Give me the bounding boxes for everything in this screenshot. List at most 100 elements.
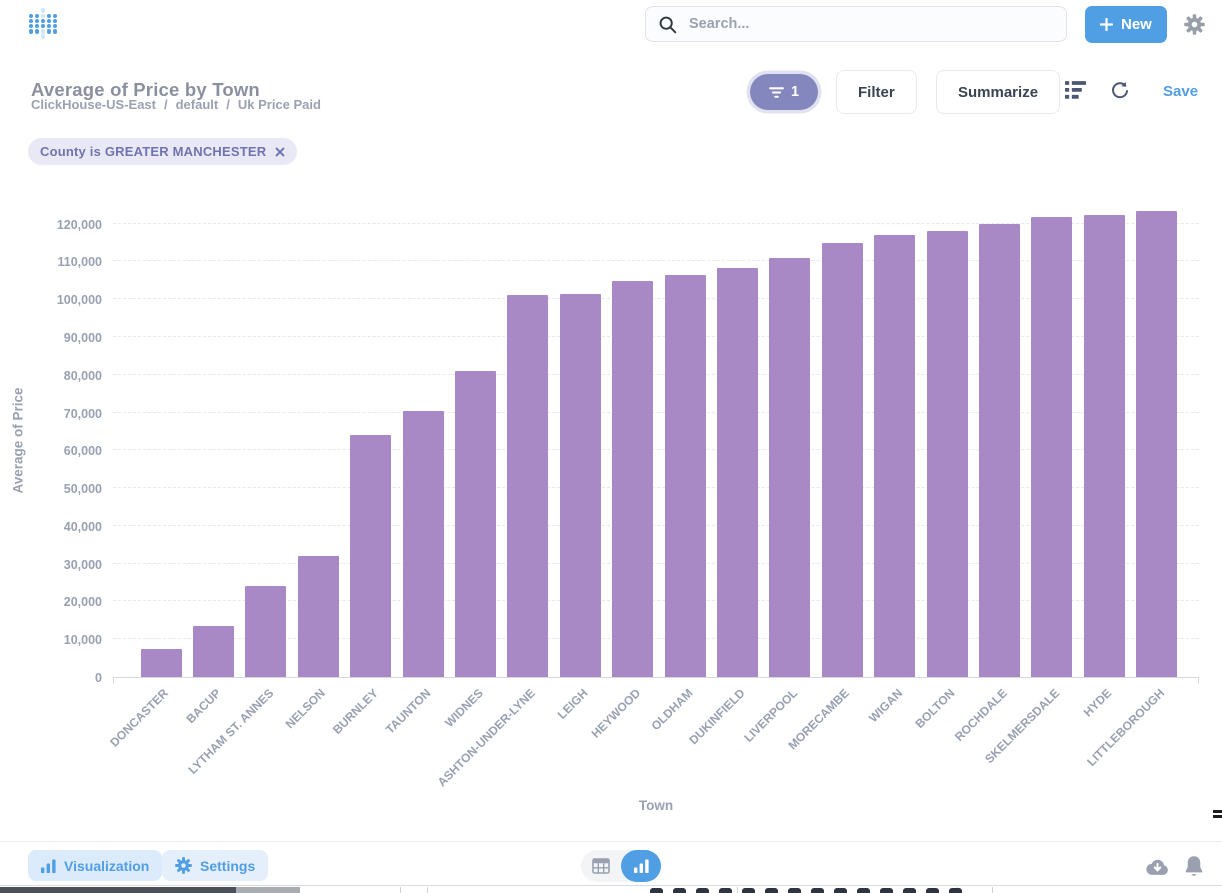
x-tick-label: BACUP: [183, 686, 224, 727]
breadcrumb-separator: /: [226, 97, 230, 112]
search-icon: [658, 15, 677, 34]
gridline: [113, 260, 1199, 262]
breadcrumb-database[interactable]: ClickHouse-US-East: [31, 97, 156, 112]
y-tick-label: 0: [95, 671, 102, 685]
gridline: [113, 449, 1199, 451]
y-tick-label: 30,000: [63, 557, 102, 572]
view-toggle: [581, 850, 661, 882]
bar[interactable]: [926, 231, 968, 677]
bar[interactable]: [612, 280, 654, 677]
bar[interactable]: [140, 649, 182, 677]
visualization-button[interactable]: Visualization: [28, 850, 163, 881]
y-tick-label: 100,000: [56, 293, 102, 308]
bar[interactable]: [821, 242, 863, 677]
save-button[interactable]: Save: [1163, 83, 1199, 100]
filter-chip-label: County is GREATER MANCHESTER: [40, 144, 267, 159]
scrollbar-segment: [236, 887, 300, 893]
y-tick-label: 60,000: [63, 444, 102, 459]
search-input[interactable]: [687, 15, 1054, 33]
gridline: [113, 336, 1199, 337]
bar[interactable]: [1136, 210, 1178, 677]
breadcrumb-table[interactable]: Uk Price Paid: [237, 97, 321, 112]
breadcrumb-separator: /: [163, 97, 168, 112]
gridline: [113, 411, 1199, 413]
page-title: Average of Price by Town: [31, 79, 260, 101]
download-icon[interactable]: [1145, 856, 1170, 876]
filter-count: 1: [790, 84, 800, 100]
y-tick-label: 40,000: [63, 519, 102, 534]
gear-icon: [175, 857, 192, 874]
visualization-button-label: Visualization: [64, 857, 150, 874]
partial-element: [1213, 810, 1222, 818]
bar[interactable]: [559, 293, 601, 677]
bar[interactable]: [1031, 217, 1073, 677]
metabase-logo-icon[interactable]: [28, 8, 58, 40]
settings-button-label: Settings: [200, 857, 256, 874]
x-tick-label: HYDE: [1080, 686, 1115, 720]
funnel-icon: [769, 86, 784, 99]
summarize-button[interactable]: Summarize: [936, 70, 1061, 114]
divider: [992, 887, 993, 893]
breadcrumb-schema[interactable]: default: [175, 97, 219, 112]
gridline: [113, 600, 1199, 602]
bar[interactable]: [874, 235, 916, 677]
filter-chip[interactable]: County is GREATER MANCHESTER: [28, 138, 298, 165]
y-tick-label: 120,000: [56, 217, 102, 232]
bar[interactable]: [402, 410, 444, 677]
x-tick-label: DONCASTER: [107, 686, 172, 750]
bottom-toolbar: Visualization Settings: [0, 841, 1222, 887]
bell-icon[interactable]: [1184, 855, 1204, 876]
x-tick-label: WIGAN: [865, 686, 905, 726]
y-tick-label: 50,000: [63, 482, 102, 497]
bars-group: [135, 201, 1183, 677]
gridline: [113, 222, 1199, 224]
plot-area: [113, 201, 1199, 684]
y-tick-label: 20,000: [63, 595, 102, 610]
search-bar[interactable]: [645, 6, 1067, 42]
table-view-toggle[interactable]: [581, 858, 621, 874]
bar[interactable]: [716, 267, 758, 677]
chart-view-toggle[interactable]: [621, 850, 661, 882]
scrollbar-thumb[interactable]: [0, 887, 236, 893]
settings-button[interactable]: Settings: [162, 850, 269, 881]
bar[interactable]: [769, 258, 811, 677]
y-tick-labels: 0 10,000 20,000 30,000 40,000 50,000 60,000 70,…: [14, 201, 103, 685]
breadcrumb: ClickHouse-US-East / default / Uk Price …: [31, 97, 321, 112]
chart-container: Average of Price 0 10,000 20,000 30,000 40,0…: [0, 168, 1222, 841]
remove-filter-icon[interactable]: [275, 147, 285, 157]
notebook-icon[interactable]: [1065, 81, 1086, 99]
x-axis-title: Town: [638, 798, 674, 813]
gear-icon[interactable]: [1184, 14, 1205, 35]
gridline: [113, 524, 1199, 526]
bar[interactable]: [245, 585, 287, 677]
new-button-label: New: [1121, 16, 1152, 33]
bar[interactable]: [1083, 214, 1125, 677]
top-nav: New: [0, 0, 1222, 50]
divider: [427, 887, 428, 893]
refresh-icon[interactable]: [1110, 81, 1130, 101]
bottom-dots: [650, 888, 962, 893]
gridline: [113, 562, 1199, 564]
y-tick-label: 80,000: [63, 368, 102, 383]
bar-chart-icon: [634, 859, 649, 873]
divider: [400, 887, 401, 893]
plus-icon: [1100, 18, 1113, 31]
y-tick-label: 90,000: [63, 331, 102, 345]
bottom-cutoff-strip: [0, 885, 1222, 893]
bar[interactable]: [978, 224, 1020, 677]
bar[interactable]: [455, 371, 497, 677]
bar[interactable]: [297, 556, 339, 677]
gridline: [113, 298, 1199, 300]
x-tick-label: LEIGH: [554, 686, 591, 722]
filter-button[interactable]: Filter: [836, 70, 917, 114]
y-tick-label: 110,000: [57, 255, 103, 270]
bar[interactable]: [664, 274, 706, 677]
y-tick-label: 70,000: [63, 406, 102, 421]
new-button[interactable]: New: [1085, 6, 1167, 43]
bar[interactable]: [350, 435, 392, 677]
bar[interactable]: [193, 626, 235, 677]
divider: [737, 887, 738, 893]
filter-count-pill[interactable]: 1: [750, 74, 818, 110]
gridline: [113, 487, 1199, 489]
bar[interactable]: [507, 294, 549, 677]
